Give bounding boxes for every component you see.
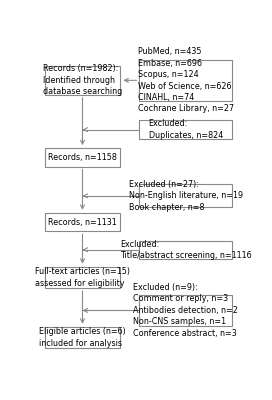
FancyBboxPatch shape	[45, 213, 120, 231]
Text: Full-text articles (n=15)
assessed for eligibility: Full-text articles (n=15) assessed for e…	[35, 267, 130, 288]
Text: Excluded:
Duplicates, n=824: Excluded: Duplicates, n=824	[149, 119, 223, 140]
Text: Excluded (n=27):
Non-English literature, n=19
Book chapter, n=8: Excluded (n=27): Non-English literature,…	[129, 180, 243, 212]
FancyBboxPatch shape	[140, 184, 232, 207]
FancyBboxPatch shape	[45, 66, 120, 95]
Text: Excluded (n=9):
Comment or reply, n=3
Antibodies detection, n=2
Non-CNS samples,: Excluded (n=9): Comment or reply, n=3 An…	[133, 283, 238, 338]
Text: Records (n=1982):
Identified through
database searching: Records (n=1982): Identified through dat…	[43, 64, 122, 96]
FancyBboxPatch shape	[140, 295, 232, 326]
Text: Excluded:
Title/abstract screening, n=1116: Excluded: Title/abstract screening, n=11…	[120, 240, 252, 260]
Text: Eligible articles (n=6)
included for analysis: Eligible articles (n=6) included for ana…	[39, 327, 126, 348]
Text: Records, n=1158: Records, n=1158	[48, 153, 117, 162]
Text: PubMed, n=435
Embase, n=696
Scopus, n=124
Web of Science, n=626
CINAHL, n=74
Coc: PubMed, n=435 Embase, n=696 Scopus, n=12…	[138, 47, 234, 114]
FancyBboxPatch shape	[140, 240, 232, 259]
FancyBboxPatch shape	[140, 120, 232, 139]
FancyBboxPatch shape	[45, 267, 120, 288]
FancyBboxPatch shape	[45, 148, 120, 166]
Text: Records, n=1131: Records, n=1131	[48, 218, 117, 226]
FancyBboxPatch shape	[45, 327, 120, 348]
FancyBboxPatch shape	[140, 60, 232, 101]
